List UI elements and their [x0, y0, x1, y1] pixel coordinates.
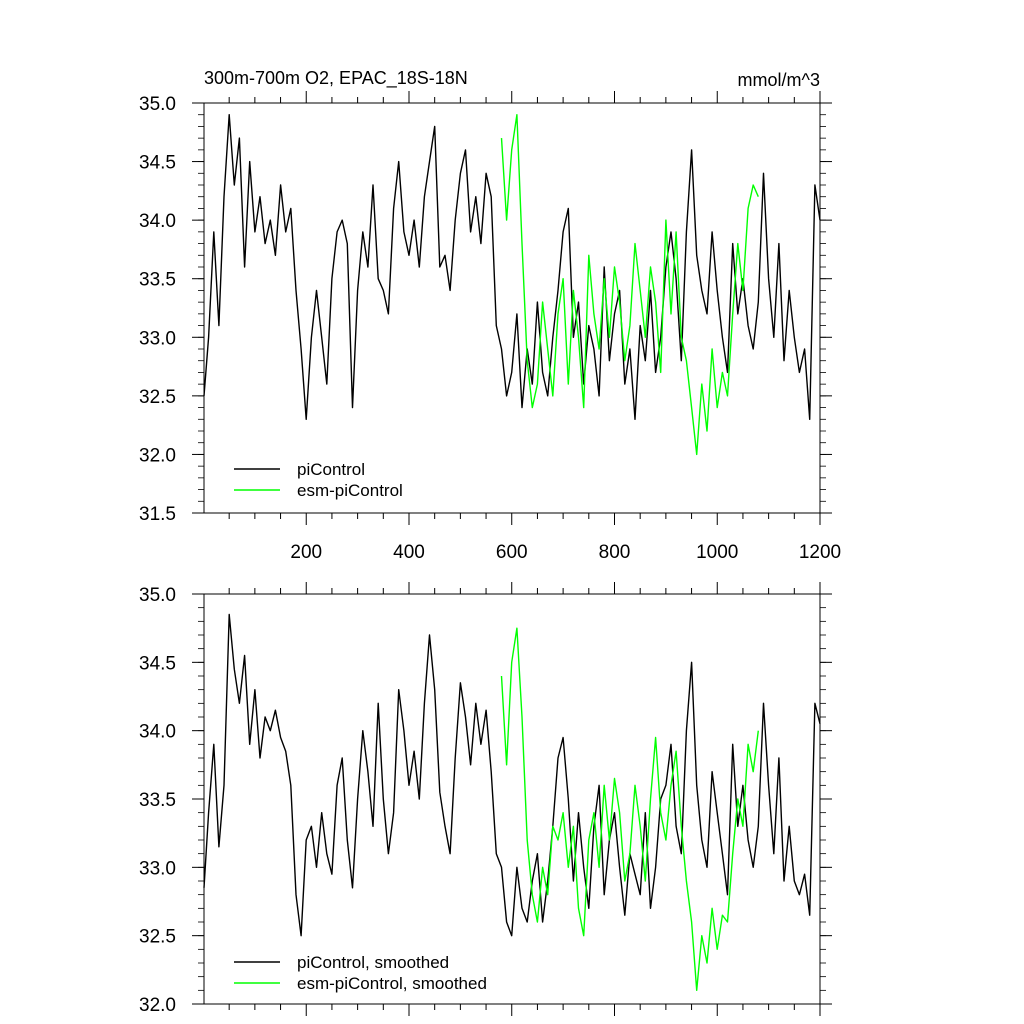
top-axis-ticks: 31.5 32.0 32.5 33.0 33.5 34.0 34.5 35.0 200 400 60… [139, 91, 841, 563]
x-tick-label: 400 [393, 542, 425, 563]
y-tick-label: 33.5 [139, 790, 176, 811]
y-tick-label: 34.5 [139, 653, 176, 674]
y-tick-label: 34.0 [139, 211, 176, 232]
top-legend: piControl esm-piControl [234, 460, 403, 500]
y-tick-label: 32.5 [139, 387, 176, 408]
y-tick-label: 34.0 [139, 722, 176, 743]
y-tick-label: 32.0 [139, 995, 176, 1016]
y-tick-label: 33.5 [139, 270, 176, 291]
bottom-plot-frame [203, 593, 821, 1005]
legend-label-esm-picontrol: esm-piControl [297, 481, 403, 500]
series-line-bottom-0 [203, 613, 821, 937]
legend-label-picontrol: piControl [297, 460, 365, 479]
top-plot-area [203, 113, 821, 456]
top-plot-frame [203, 102, 821, 514]
series-line-top-1 [500, 113, 759, 456]
bottom-legend: piControl, smoothed esm-piControl, smoot… [234, 953, 487, 993]
y-tick-label: 33.0 [139, 858, 176, 879]
bottom-plot-area [203, 613, 821, 991]
y-tick-label: 35.0 [139, 585, 176, 606]
chart-title: 300m-700m O2, EPAC_18S-18N [204, 68, 468, 89]
x-tick-label: 1000 [696, 542, 738, 563]
top-panel: 300m-700m O2, EPAC_18S-18N mmol/m^3 31.5… [139, 68, 841, 563]
x-tick-label: 600 [496, 542, 528, 563]
legend-label-esm-picontrol-smoothed: esm-piControl, smoothed [297, 974, 487, 993]
x-tick-label: 800 [599, 542, 631, 563]
legend-label-picontrol-smoothed: piControl, smoothed [297, 953, 449, 972]
x-tick-label: 1200 [799, 542, 841, 563]
y-tick-label: 34.5 [139, 153, 176, 174]
series-line-bottom-1 [500, 627, 759, 991]
y-tick-label: 32.0 [139, 445, 176, 466]
y-tick-label: 33.0 [139, 328, 176, 349]
y-tick-label: 32.5 [139, 927, 176, 948]
y-tick-label: 35.0 [139, 94, 176, 115]
units-label: mmol/m^3 [738, 70, 820, 90]
x-tick-label: 200 [290, 542, 322, 563]
bottom-axis-ticks: 32.0 32.5 33.0 33.5 34.0 34.5 35.0 [139, 582, 832, 1016]
bottom-panel: 32.0 32.5 33.0 33.5 34.0 34.5 35.0 piControl, … [139, 582, 832, 1016]
y-tick-label: 31.5 [139, 504, 176, 525]
series-line-top-0 [203, 113, 821, 420]
